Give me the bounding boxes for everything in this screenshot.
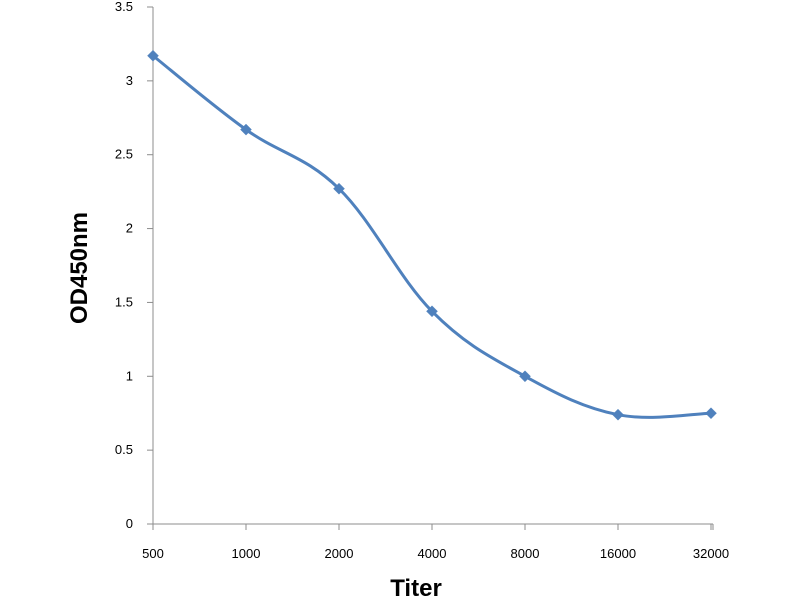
x-tick-label: 1000 <box>232 546 261 561</box>
x-tick-label: 8000 <box>511 546 540 561</box>
x-tick-label: 4000 <box>418 546 447 561</box>
data-point-marker <box>147 49 159 62</box>
x-axis <box>152 523 714 530</box>
y-tick-label: 1 <box>126 368 133 383</box>
data-point-marker <box>519 370 531 383</box>
x-axis-title: Titer <box>390 575 442 600</box>
data-point-marker <box>612 408 624 421</box>
y-tick-label: 3.5 <box>115 0 133 14</box>
x-tick-label: 32000 <box>693 546 729 561</box>
x-tick-labels: 500 1000 2000 4000 8000 16000 32000 <box>142 546 729 561</box>
data-point-marker <box>426 305 438 318</box>
x-tick-label: 2000 <box>325 546 354 561</box>
series <box>147 49 717 421</box>
y-tick-label: 1.5 <box>115 294 133 309</box>
series-line <box>151 54 713 419</box>
x-tick-label: 500 <box>142 546 164 561</box>
y-tick-label: 3 <box>126 73 133 88</box>
y-tick-labels: 0 0.5 1 1.5 2 2.5 3 3.5 <box>115 0 133 531</box>
data-point-marker <box>240 123 252 136</box>
y-tick-label: 0.5 <box>115 442 133 457</box>
y-axis <box>147 6 154 525</box>
y-tick-label: 2.5 <box>115 147 133 162</box>
y-axis-title: OD450nm <box>66 212 93 324</box>
data-point-marker <box>705 407 717 420</box>
y-tick-label: 0 <box>126 516 133 531</box>
y-tick-label: 2 <box>126 221 133 236</box>
x-tick-label: 16000 <box>600 546 636 561</box>
data-point-marker <box>333 182 345 195</box>
